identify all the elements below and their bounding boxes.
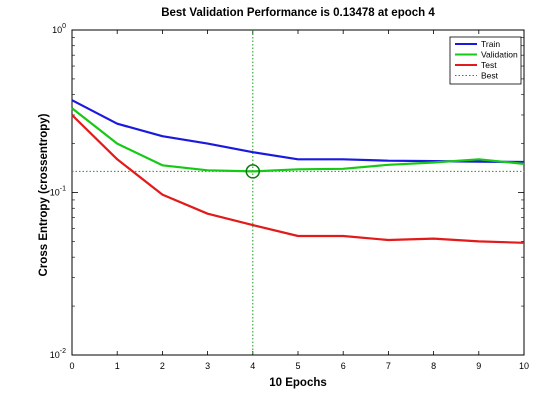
chart-title: Best Validation Performance is 0.13478 a…: [161, 7, 435, 19]
x-axis-label: 10 Epochs: [269, 377, 327, 389]
series-line-test: [71, 114, 525, 244]
legend-label-train: Train: [481, 39, 500, 49]
y-tick-label: 100: [52, 23, 66, 35]
legend-label-test: Test: [481, 60, 497, 70]
x-tick-label: 2: [160, 361, 165, 371]
y-axis-label: Cross Entropy (crossentropy): [38, 113, 50, 276]
best-marker-lines: [72, 30, 524, 355]
x-tick-label: 9: [476, 361, 481, 371]
series-lines: [71, 99, 525, 244]
x-tick-label: 7: [386, 361, 391, 371]
x-tick-label: 8: [431, 361, 436, 371]
x-tick-label: 5: [295, 361, 300, 371]
x-tick-label: 10: [519, 361, 529, 371]
y-tick-label: 10-2: [50, 348, 66, 360]
x-tick-label: 6: [341, 361, 346, 371]
x-tick-label: 4: [250, 361, 255, 371]
x-tick-label: 1: [115, 361, 120, 371]
x-tick-label: 3: [205, 361, 210, 371]
legend-label-best: Best: [481, 71, 499, 81]
best-point: [245, 164, 261, 179]
legend-label-validation: Validation: [481, 50, 518, 60]
series-line-validation: [71, 107, 525, 173]
plot-area: [71, 29, 525, 356]
y-tick-label: 10-1: [50, 186, 66, 198]
y-axis: 100 10-1 10-2: [50, 23, 524, 360]
x-tick-label: 0: [69, 361, 74, 371]
best-point-circle: [245, 164, 261, 179]
x-axis: 0 1 2 3 4 5 6 7 8 9 10: [69, 30, 529, 371]
